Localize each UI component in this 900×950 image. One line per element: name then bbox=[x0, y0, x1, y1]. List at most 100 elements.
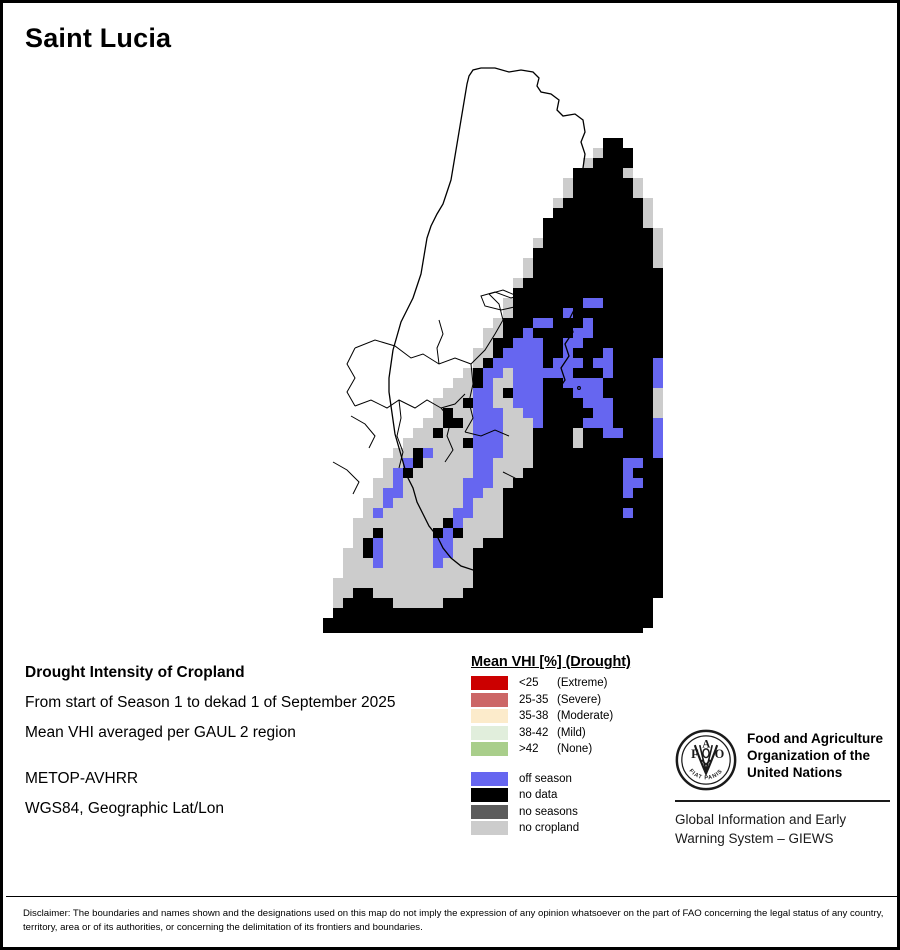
raster-cell bbox=[473, 458, 493, 468]
raster-cell bbox=[653, 258, 663, 268]
raster-cell bbox=[403, 478, 463, 488]
raster-cell bbox=[493, 388, 503, 398]
raster-cell bbox=[383, 498, 393, 508]
legend-category-text: (Mild) bbox=[557, 726, 586, 739]
raster-cell bbox=[543, 398, 583, 408]
metadata-projection: WGS84, Geographic Lat/Lon bbox=[25, 800, 225, 817]
raster-cell bbox=[593, 328, 663, 338]
raster-cell bbox=[583, 298, 603, 308]
raster-cell bbox=[653, 388, 663, 398]
raster-cell bbox=[543, 348, 563, 358]
legend-class-label: <25 (Extreme) bbox=[519, 677, 607, 689]
raster-cell bbox=[633, 488, 663, 498]
raster-cell bbox=[513, 378, 543, 388]
map-canvas[interactable] bbox=[3, 58, 897, 633]
raster-cell bbox=[593, 318, 663, 328]
raster-cell bbox=[523, 408, 543, 418]
raster-cell bbox=[433, 548, 453, 558]
raster-cell bbox=[563, 338, 583, 348]
legend-class-label: >42 (None) bbox=[519, 743, 592, 755]
raster-cell bbox=[613, 418, 653, 428]
raster-cell bbox=[573, 178, 633, 188]
legend-range-text: <25 bbox=[519, 677, 539, 690]
legend-swatch bbox=[471, 676, 508, 691]
raster-cell bbox=[483, 358, 493, 368]
raster-cell bbox=[573, 328, 593, 338]
raster-cell bbox=[483, 378, 493, 388]
raster-cell bbox=[573, 388, 603, 398]
raster-cell bbox=[603, 148, 633, 158]
metadata-heading: Drought Intensity of Cropland bbox=[25, 664, 245, 681]
raster-cell bbox=[653, 408, 663, 418]
raster-cell bbox=[583, 158, 593, 168]
raster-cell bbox=[603, 378, 653, 388]
raster-cell bbox=[373, 588, 463, 598]
raster-cell bbox=[473, 418, 503, 428]
raster-cell bbox=[453, 548, 473, 558]
legend-spacer bbox=[471, 758, 661, 771]
raster-cell bbox=[433, 428, 443, 438]
raster-cell bbox=[503, 328, 523, 338]
raster-cell bbox=[443, 388, 473, 398]
raster-cell bbox=[633, 188, 643, 198]
raster-cell bbox=[353, 538, 363, 548]
raster-cell bbox=[473, 398, 493, 408]
raster-cell bbox=[503, 448, 533, 458]
raster-cell bbox=[503, 428, 533, 438]
raster-cell bbox=[413, 468, 473, 478]
raster-cell bbox=[653, 228, 663, 238]
raster-cell bbox=[503, 488, 623, 498]
legend-swatch bbox=[471, 821, 508, 836]
svg-text:A: A bbox=[702, 739, 710, 751]
raster-cell bbox=[623, 428, 653, 438]
raster-cell bbox=[543, 338, 563, 348]
raster-cell bbox=[533, 328, 573, 338]
raster-cell bbox=[473, 498, 503, 508]
raster-cell bbox=[573, 438, 583, 448]
map-svg bbox=[323, 67, 663, 633]
raster-cell bbox=[373, 528, 383, 538]
fao-organization-name: Food and Agriculture Organization of the… bbox=[747, 729, 883, 781]
legend-swatch bbox=[471, 804, 508, 819]
raster-cell bbox=[653, 358, 663, 368]
raster-cell bbox=[473, 508, 503, 518]
raster-cell bbox=[523, 468, 623, 478]
raster-cell bbox=[383, 538, 433, 548]
raster-cell bbox=[623, 478, 643, 488]
legend-class-label: 35-38 (Moderate) bbox=[519, 710, 613, 722]
raster-cell bbox=[563, 188, 573, 198]
fao-org-line-2: Organization of the bbox=[747, 748, 870, 763]
raster-cell bbox=[333, 598, 343, 608]
raster-cell bbox=[433, 538, 453, 548]
raster-cell bbox=[503, 418, 533, 428]
raster-cell bbox=[543, 228, 653, 238]
raster-cell bbox=[383, 488, 403, 498]
raster-cell bbox=[473, 568, 663, 578]
fao-header: F A O FIAT PANIS Food and Agriculture Or… bbox=[675, 729, 890, 791]
raster-cell bbox=[653, 398, 663, 408]
raster-cell bbox=[423, 418, 443, 428]
legend-range-text: >42 bbox=[519, 743, 539, 756]
raster-cell bbox=[473, 548, 663, 558]
raster-cell bbox=[573, 368, 603, 378]
raster-cell bbox=[643, 478, 663, 488]
raster-cell bbox=[563, 198, 643, 208]
raster-cell bbox=[473, 578, 663, 588]
raster-cell bbox=[373, 488, 383, 498]
raster-cell bbox=[623, 468, 633, 478]
raster-cell bbox=[613, 368, 653, 378]
raster-cell bbox=[463, 588, 663, 598]
raster-cell bbox=[603, 388, 653, 398]
raster-grid-layer bbox=[323, 138, 663, 633]
raster-cell bbox=[583, 418, 613, 428]
raster-cell bbox=[523, 328, 533, 338]
raster-cell bbox=[473, 558, 663, 568]
raster-cell bbox=[543, 358, 553, 368]
raster-cell bbox=[523, 278, 663, 288]
raster-cell bbox=[543, 418, 583, 428]
raster-cell bbox=[583, 338, 663, 348]
raster-cell bbox=[493, 378, 513, 388]
metadata-aggregation: Mean VHI averaged per GAUL 2 region bbox=[25, 724, 296, 741]
raster-cell bbox=[503, 318, 533, 328]
fao-org-line-3: United Nations bbox=[747, 765, 843, 780]
